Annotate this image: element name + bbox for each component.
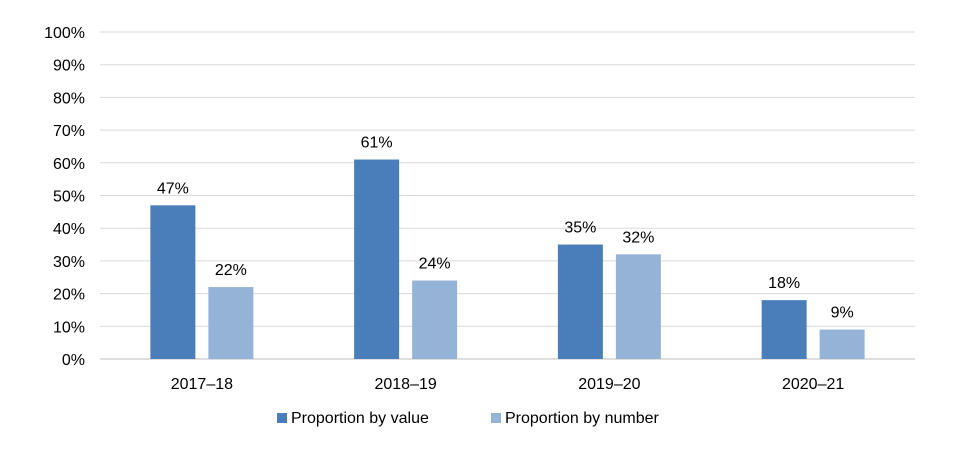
legend: Proportion by value Proportion by number — [277, 410, 660, 427]
x-axis-tick-labels: 2017–18 2018–19 2019–20 2020–21 — [171, 376, 845, 393]
bar — [819, 329, 865, 359]
data-label: 32% — [622, 229, 654, 246]
bar — [412, 280, 458, 359]
data-label: 18% — [768, 275, 800, 292]
legend-swatch — [491, 413, 501, 423]
x-tick-label: 2020–21 — [782, 376, 844, 393]
legend-label: Proportion by value — [291, 410, 429, 427]
y-tick-label: 40% — [53, 221, 85, 238]
bar — [354, 159, 400, 359]
data-label: 47% — [157, 180, 189, 197]
y-tick-label: 0% — [62, 352, 85, 369]
y-tick-label: 10% — [53, 319, 85, 336]
legend-label: Proportion by number — [505, 410, 660, 427]
x-tick-label: 2017–18 — [171, 376, 233, 393]
bar — [615, 254, 661, 359]
bar — [761, 300, 807, 359]
x-tick-label: 2018–19 — [374, 376, 436, 393]
y-tick-label: 50% — [53, 189, 85, 206]
y-tick-label: 80% — [53, 90, 85, 107]
y-axis-tick-labels: 0% 10% 20% 30% 40% 50% 60% 70% 80% 90% 100% — [44, 25, 85, 369]
y-tick-label: 90% — [53, 58, 85, 75]
bars — [150, 159, 865, 359]
data-label: 61% — [361, 135, 393, 152]
legend-swatch — [277, 413, 287, 423]
data-labels: 47% 22% 61% 24% 35% 32% 18% 9% — [157, 135, 854, 322]
bar — [150, 205, 196, 359]
y-tick-label: 70% — [53, 123, 85, 140]
y-tick-label: 30% — [53, 254, 85, 271]
x-tick-label: 2019–20 — [578, 376, 640, 393]
y-tick-label: 100% — [44, 25, 85, 42]
data-label: 35% — [564, 220, 596, 237]
bar — [557, 244, 603, 359]
y-tick-label: 20% — [53, 287, 85, 304]
data-label: 24% — [419, 256, 451, 273]
data-label: 22% — [215, 262, 247, 279]
bar — [208, 287, 254, 359]
y-tick-label: 60% — [53, 156, 85, 173]
data-label: 9% — [831, 305, 854, 322]
